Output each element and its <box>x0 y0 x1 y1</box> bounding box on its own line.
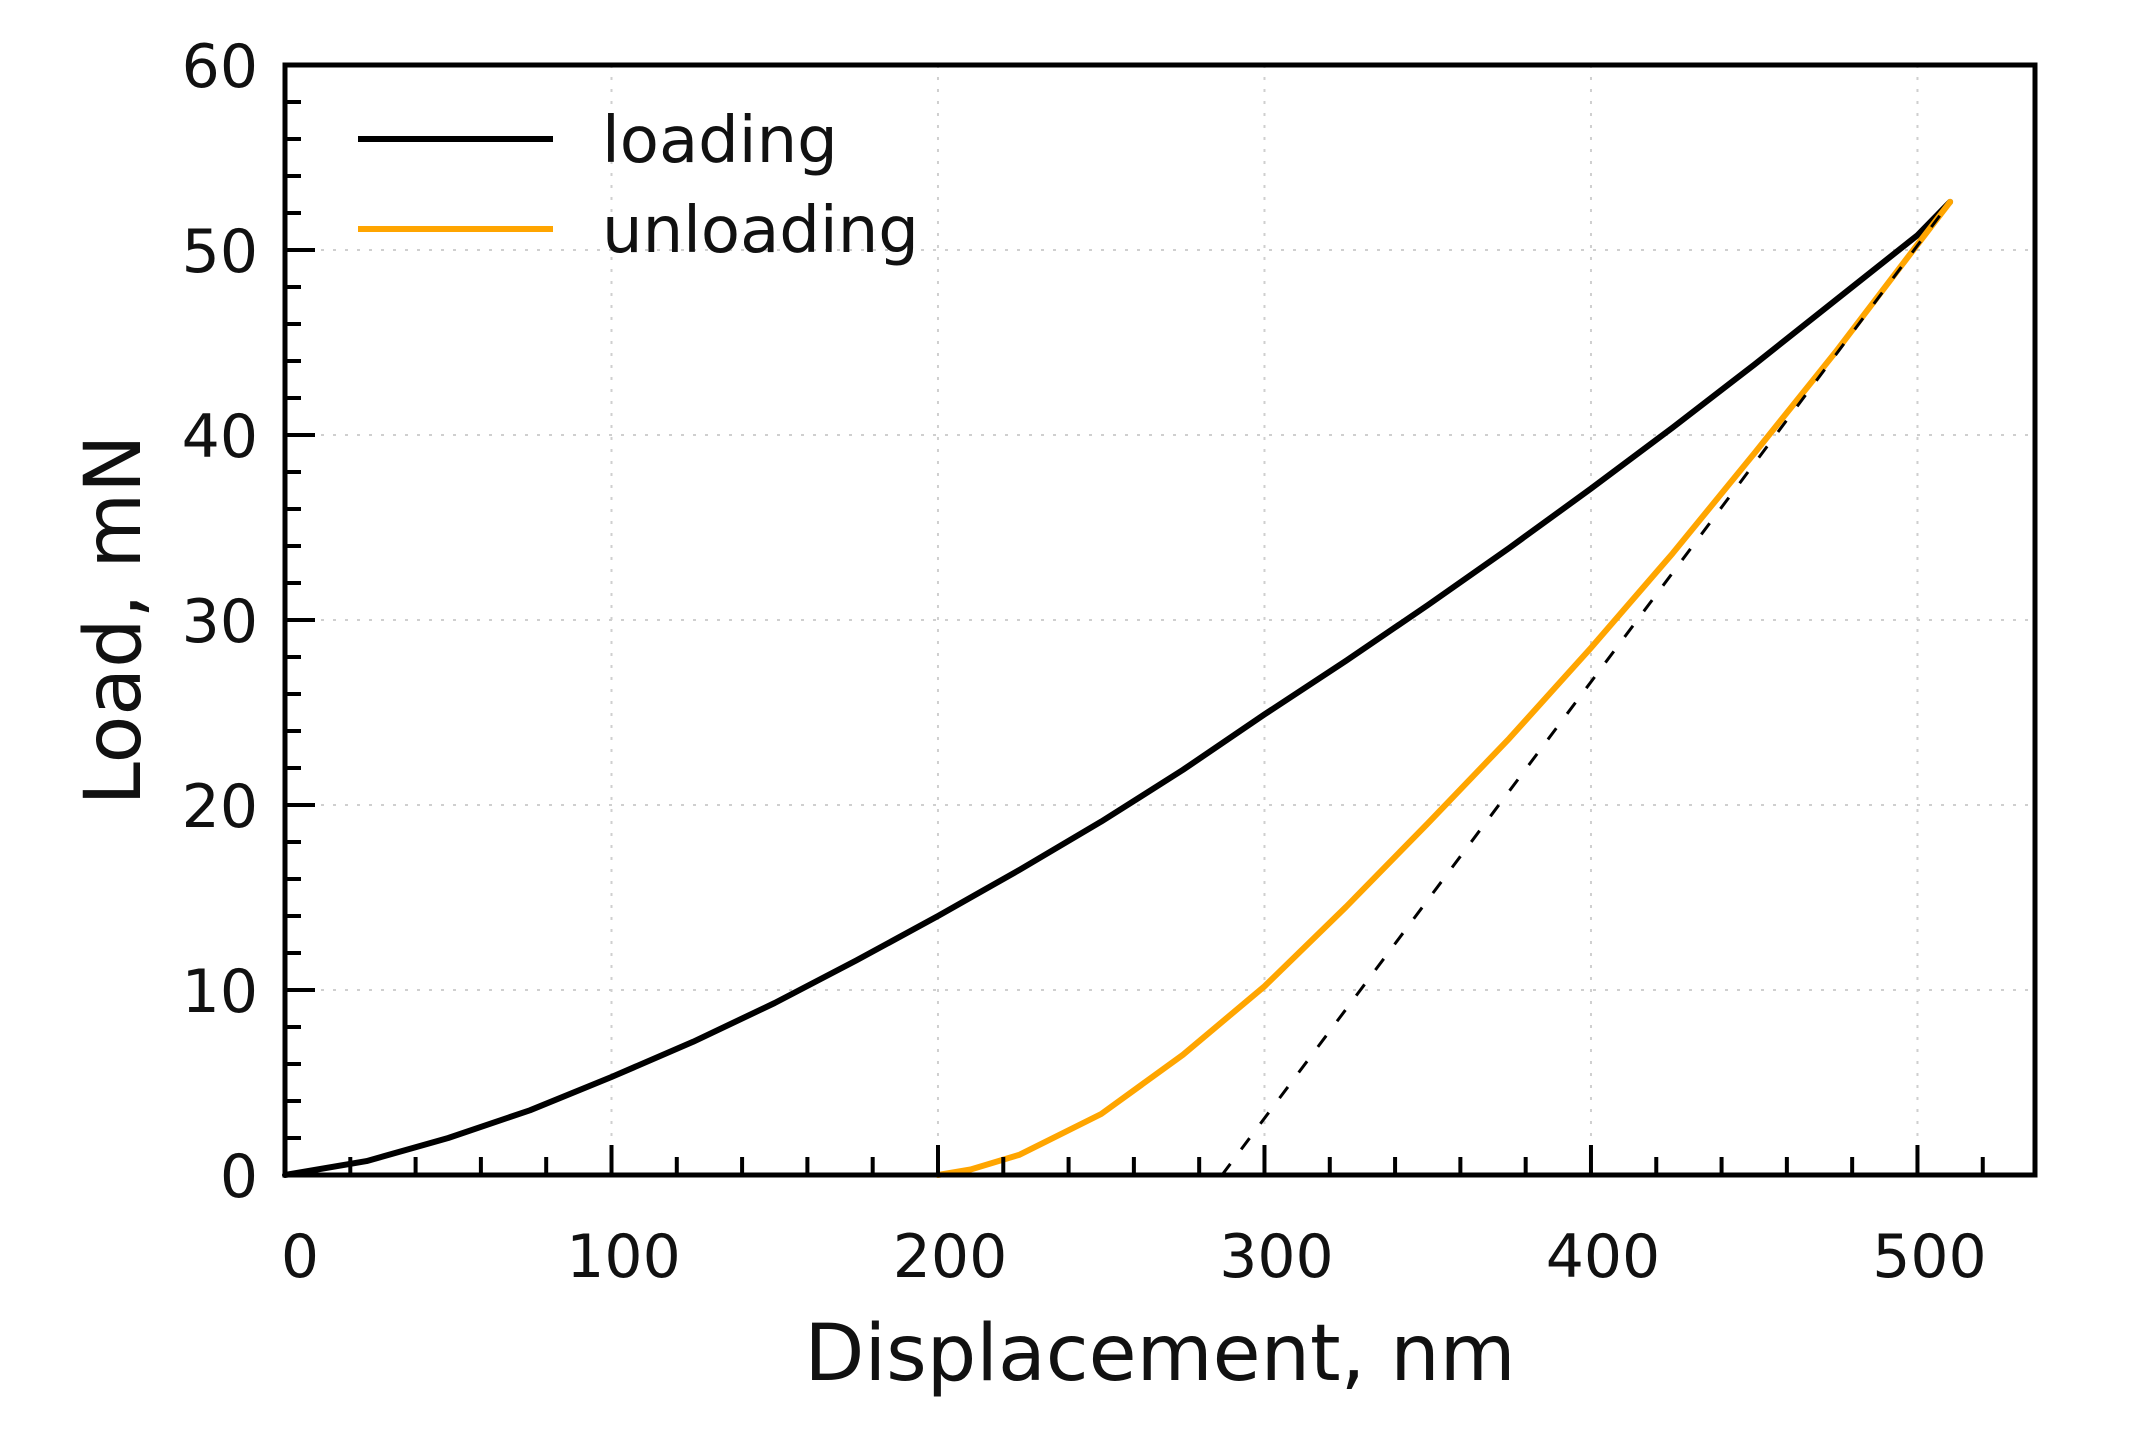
series <box>282 198 1954 1178</box>
x-tick-label: 200 <box>893 1222 1008 1292</box>
y-tick-label: 30 <box>182 587 258 657</box>
x-axis-title: Displacement, nm <box>804 1309 1515 1399</box>
series-tangent-fit <box>1220 201 1952 1176</box>
x-tick-label: 500 <box>1872 1222 1987 1292</box>
axis-tick-labels: 0 100 200 300 400 500 0 10 20 30 40 50 60 <box>182 32 1987 1292</box>
x-tick-label: 100 <box>566 1222 681 1292</box>
y-tick-label: 10 <box>182 957 258 1027</box>
y-tick-label: 20 <box>182 772 258 842</box>
legend-label-unloading: unloading <box>602 194 919 268</box>
y-axis-title: Load, mN <box>69 434 159 805</box>
series-unloading <box>935 198 1954 1178</box>
y-tick-label: 60 <box>182 32 258 102</box>
y-tick-label: 40 <box>182 402 258 472</box>
axis-ticks <box>283 63 1985 1177</box>
x-tick-label: 0 <box>281 1222 319 1292</box>
series-loading <box>282 198 1954 1178</box>
y-tick-label: 50 <box>182 217 258 287</box>
legend: loading unloading <box>358 104 919 268</box>
x-tick-label: 300 <box>1219 1222 1334 1292</box>
legend-label-loading: loading <box>602 104 838 178</box>
x-tick-label: 400 <box>1546 1222 1661 1292</box>
y-tick-label: 0 <box>220 1142 258 1212</box>
